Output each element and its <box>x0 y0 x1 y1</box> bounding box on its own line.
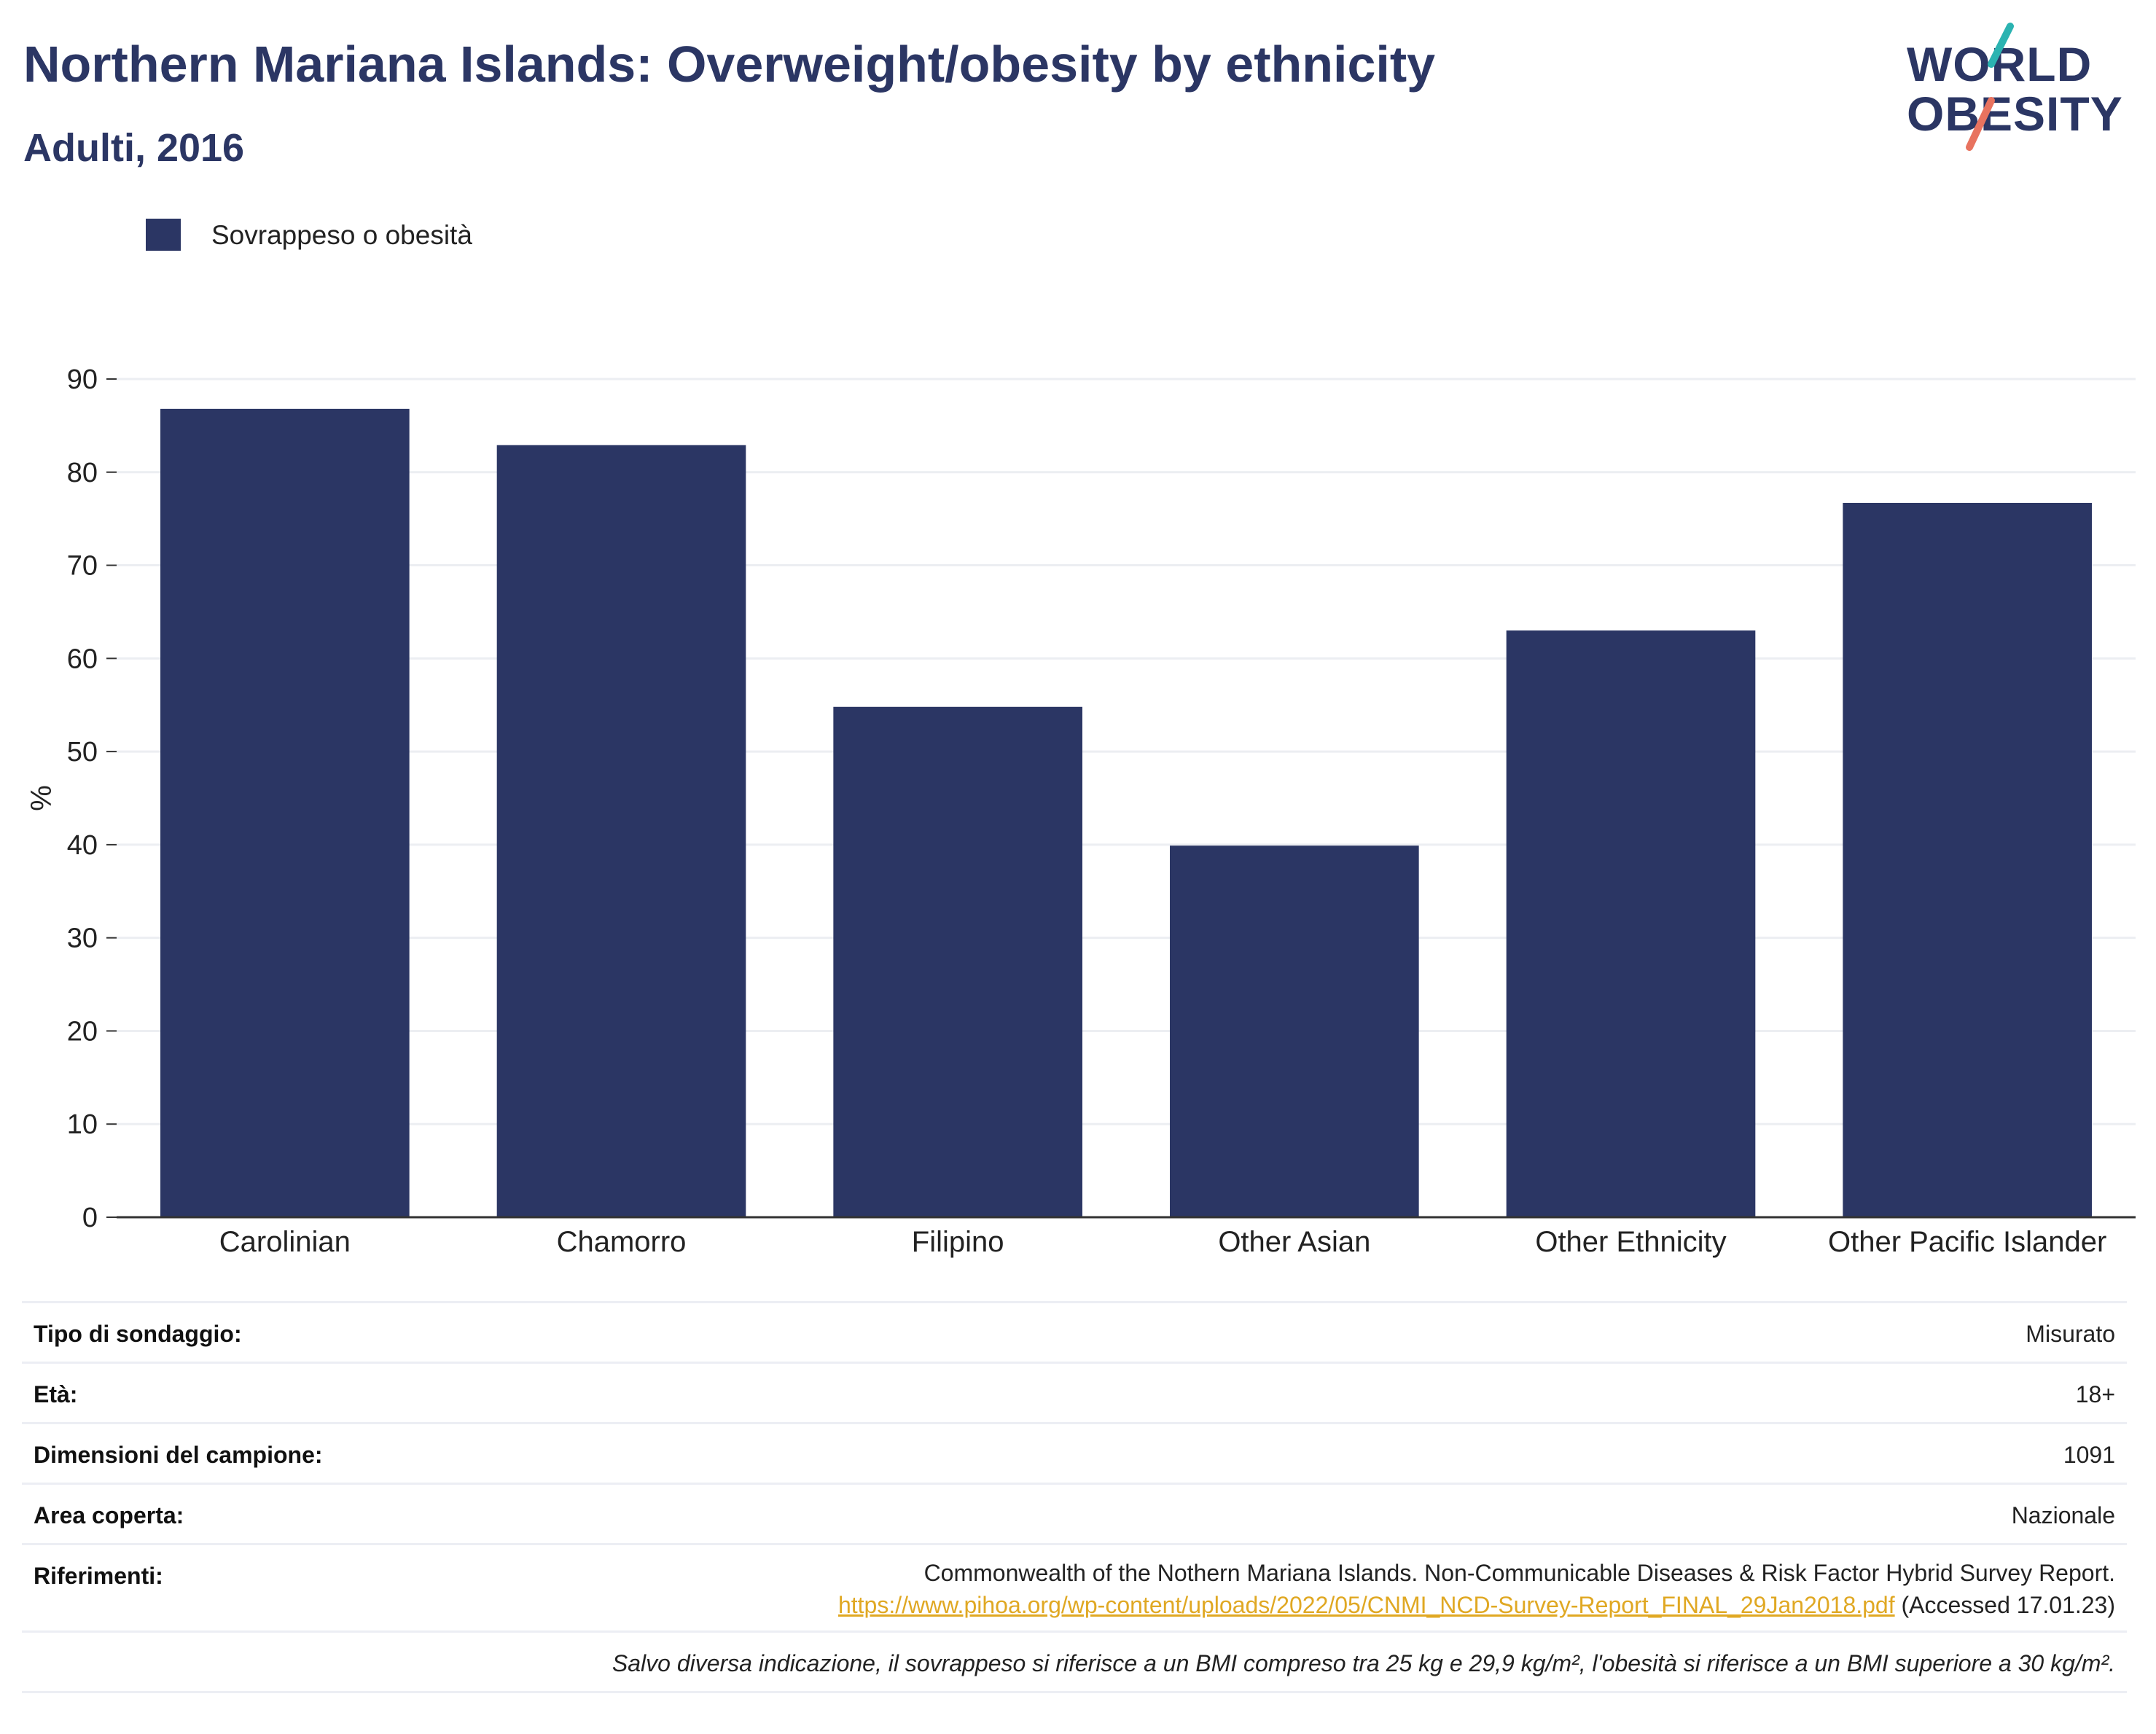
sample-size-value: 1091 <box>2063 1442 2115 1468</box>
axes: 0 10 20 30 40 50 60 70 80 90 Carolinian Chamorro Fil… <box>26 364 2136 1258</box>
sample-size-label: Dimensioni del campione: <box>34 1442 323 1468</box>
chart-title: Northern Mariana Islands: Overweight/obe… <box>23 36 1436 93</box>
bars <box>160 408 2092 1218</box>
chart-subtitle: Adulti, 2016 <box>23 126 245 170</box>
age-label: Età: <box>34 1381 78 1407</box>
y-tick-label: 70 <box>67 551 98 582</box>
x-tick-label: Other Pacific Islander <box>1828 1226 2106 1258</box>
x-tick-label: Chamorro <box>557 1226 687 1258</box>
reference-link[interactable]: https://www.pihoa.org/wp-content/uploads… <box>837 1592 1895 1618</box>
reference-text: Commonwealth of the Nothern Mariana Isla… <box>923 1560 2115 1586</box>
references-value: Commonwealth of the Nothern Mariana Isla… <box>838 1557 2115 1621</box>
bar <box>1506 630 1756 1217</box>
survey-type-label: Tipo di sondaggio: <box>34 1321 242 1347</box>
metadata-table: Tipo di sondaggio: Misurato Età: 18+ Dim… <box>22 1301 2127 1693</box>
y-tick-label: 60 <box>67 644 98 674</box>
sample-size-row: Dimensioni del campione: 1091 <box>22 1422 2127 1483</box>
age-value: 18+ <box>2075 1381 2115 1407</box>
bar <box>496 445 746 1218</box>
reference-accessed: (Accessed 17.01.23) <box>1901 1592 2116 1618</box>
bar-chart: 0 10 20 30 40 50 60 70 80 90 Carolinian Chamorro Fil… <box>26 364 2136 1258</box>
references-label: Riferimenti: <box>34 1563 163 1589</box>
x-tick-label: Carolinian <box>219 1226 351 1258</box>
x-tick-label: Filipino <box>912 1226 1004 1258</box>
area-row: Area coperta: Nazionale <box>22 1483 2127 1543</box>
bmi-note: Salvo diversa indicazione, il sovrappeso… <box>612 1650 2115 1676</box>
y-tick-label: 40 <box>67 830 98 861</box>
survey-type-row: Tipo di sondaggio: Misurato <box>22 1301 2127 1362</box>
legend-label: Sovrappeso o obesità <box>211 220 472 250</box>
y-tick-label: 10 <box>67 1109 98 1140</box>
x-tick-label: Other Ethnicity <box>1535 1226 1726 1258</box>
bar <box>1843 502 2092 1217</box>
y-tick-label: 80 <box>67 458 98 488</box>
bar <box>833 706 1082 1217</box>
y-tick-label: 30 <box>67 923 98 954</box>
y-tick-label: 90 <box>67 364 98 395</box>
references-row: Riferimenti: Commonwealth of the Nothern… <box>22 1543 2127 1630</box>
logo-line-2: OBESITY <box>1907 87 2123 141</box>
y-tick-label: 20 <box>67 1016 98 1047</box>
area-label: Area coperta: <box>34 1502 184 1528</box>
note-row: Salvo diversa indicazione, il sovrappeso… <box>22 1630 2127 1693</box>
y-axis-label: % <box>26 785 58 811</box>
x-tick-label: Other Asian <box>1218 1226 1370 1258</box>
survey-type-value: Misurato <box>2026 1321 2115 1347</box>
y-tick-label: 0 <box>82 1203 98 1233</box>
age-row: Età: 18+ <box>22 1362 2127 1422</box>
gridlines <box>117 378 2136 1125</box>
world-obesity-logo: WORLD OBESITY <box>1902 22 2143 153</box>
bar <box>160 408 410 1217</box>
area-value: Nazionale <box>2011 1502 2115 1528</box>
bar <box>1170 845 1419 1217</box>
legend-swatch <box>146 219 181 251</box>
logo-slash-icon <box>1966 23 2014 151</box>
y-tick-label: 50 <box>67 737 98 768</box>
